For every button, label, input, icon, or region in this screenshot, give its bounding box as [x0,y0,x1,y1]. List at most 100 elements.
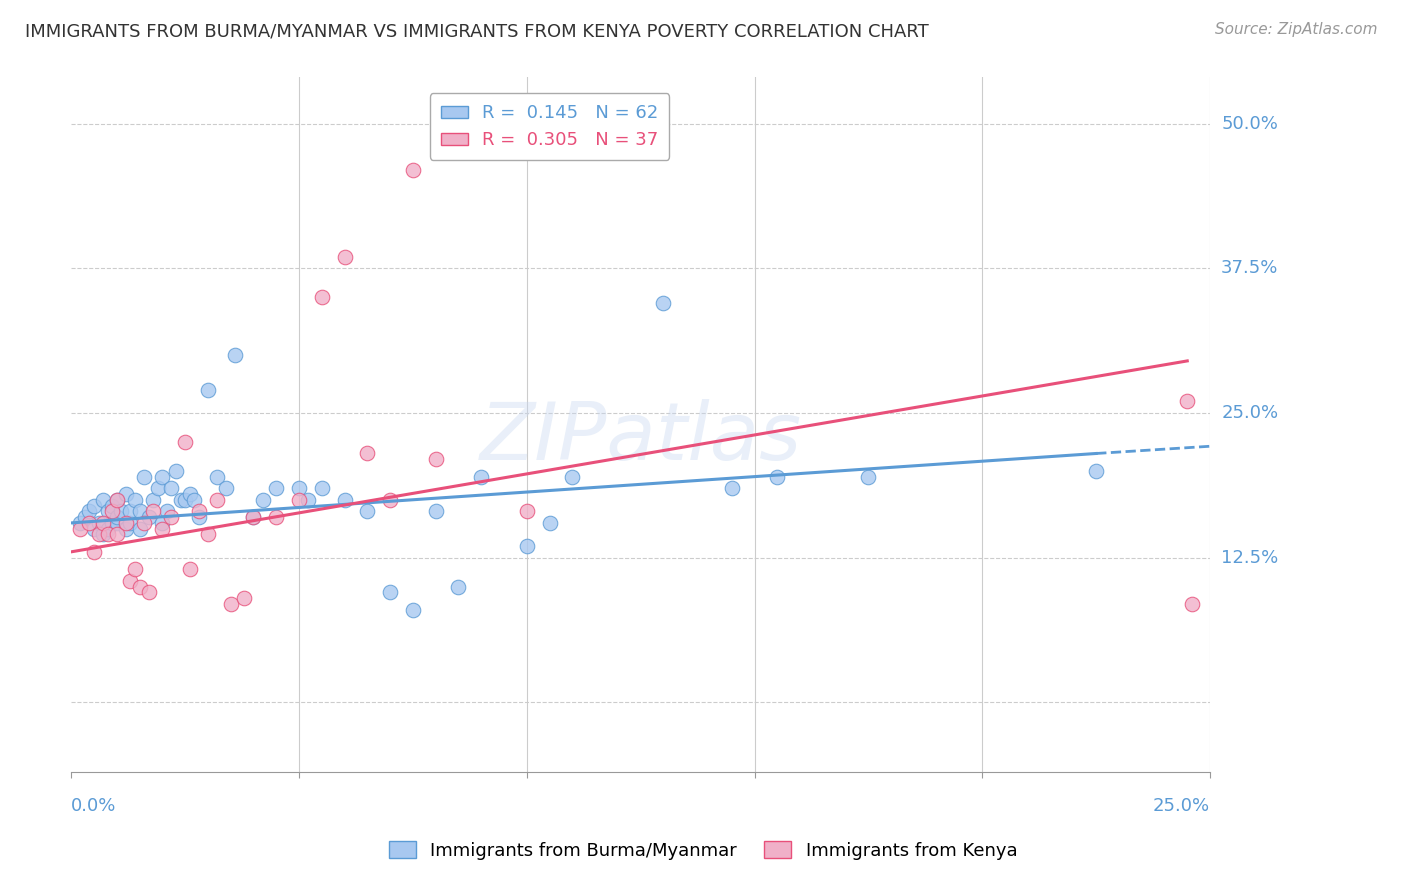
Text: IMMIGRANTS FROM BURMA/MYANMAR VS IMMIGRANTS FROM KENYA POVERTY CORRELATION CHART: IMMIGRANTS FROM BURMA/MYANMAR VS IMMIGRA… [25,22,929,40]
Point [87,516,110,530]
Point [160,510,183,524]
Point [561,469,583,483]
Point [264,481,287,495]
Point [179,487,201,501]
Point [356,446,378,460]
Point [174,434,197,449]
Point [242,510,264,524]
Point [333,250,356,264]
Point [197,383,219,397]
Point [142,504,165,518]
Point [120,504,142,518]
Point [858,469,880,483]
Point [69,522,91,536]
Point [87,527,110,541]
Point [205,492,228,507]
Point [183,492,205,507]
Text: 25.0%: 25.0% [1222,404,1278,422]
Point [652,296,675,310]
Point [69,516,91,530]
Point [333,492,356,507]
Point [120,516,142,530]
Point [288,481,311,495]
Point [356,504,378,518]
Point [264,510,287,524]
Point [97,527,120,541]
Point [215,481,238,495]
Point [205,469,228,483]
Point [224,348,246,362]
Point [378,492,401,507]
Point [470,469,492,483]
Point [219,597,242,611]
Point [1085,464,1108,478]
Point [516,504,538,518]
Point [156,504,179,518]
Point [179,562,201,576]
Point [138,585,160,599]
Point [447,580,470,594]
Point [105,527,128,541]
Point [425,452,447,467]
Point [288,492,311,507]
Text: 0.0%: 0.0% [72,797,117,814]
Point [115,487,138,501]
Point [1181,597,1204,611]
Point [83,545,105,559]
Legend: Immigrants from Burma/Myanmar, Immigrants from Kenya: Immigrants from Burma/Myanmar, Immigrant… [381,834,1025,867]
Point [233,591,256,606]
Point [538,516,561,530]
Point [311,290,333,304]
Point [128,580,150,594]
Point [101,499,124,513]
Point [101,504,124,518]
Text: Source: ZipAtlas.com: Source: ZipAtlas.com [1215,22,1378,37]
Point [97,504,120,518]
Point [311,481,333,495]
Point [73,510,96,524]
Point [128,504,150,518]
Point [197,527,219,541]
Point [146,481,169,495]
Point [83,499,105,513]
Point [105,492,128,507]
Point [124,562,146,576]
Text: 50.0%: 50.0% [1222,115,1278,133]
Point [120,574,142,588]
Point [124,492,146,507]
Point [105,516,128,530]
Point [110,504,132,518]
Point [91,492,114,507]
Point [150,469,173,483]
Text: 12.5%: 12.5% [1222,549,1278,566]
Point [425,504,447,518]
Point [83,522,105,536]
Text: 25.0%: 25.0% [1153,797,1211,814]
Point [720,481,742,495]
Point [252,492,274,507]
Point [187,504,209,518]
Point [165,464,187,478]
Text: ZIPatlas: ZIPatlas [479,400,801,477]
Point [160,481,183,495]
Point [766,469,789,483]
Text: 37.5%: 37.5% [1222,260,1278,277]
Point [91,516,114,530]
Point [402,603,425,617]
Point [105,510,128,524]
Point [402,163,425,178]
Point [142,492,165,507]
Point [91,527,114,541]
Point [174,492,197,507]
Point [516,539,538,553]
Point [169,492,191,507]
Point [134,469,156,483]
Point [128,522,150,536]
Point [79,516,101,530]
Point [1175,394,1198,409]
Point [378,585,401,599]
Point [138,510,160,524]
Point [297,492,319,507]
Point [115,522,138,536]
Legend: R =  0.145   N = 62, R =  0.305   N = 37: R = 0.145 N = 62, R = 0.305 N = 37 [430,94,669,160]
